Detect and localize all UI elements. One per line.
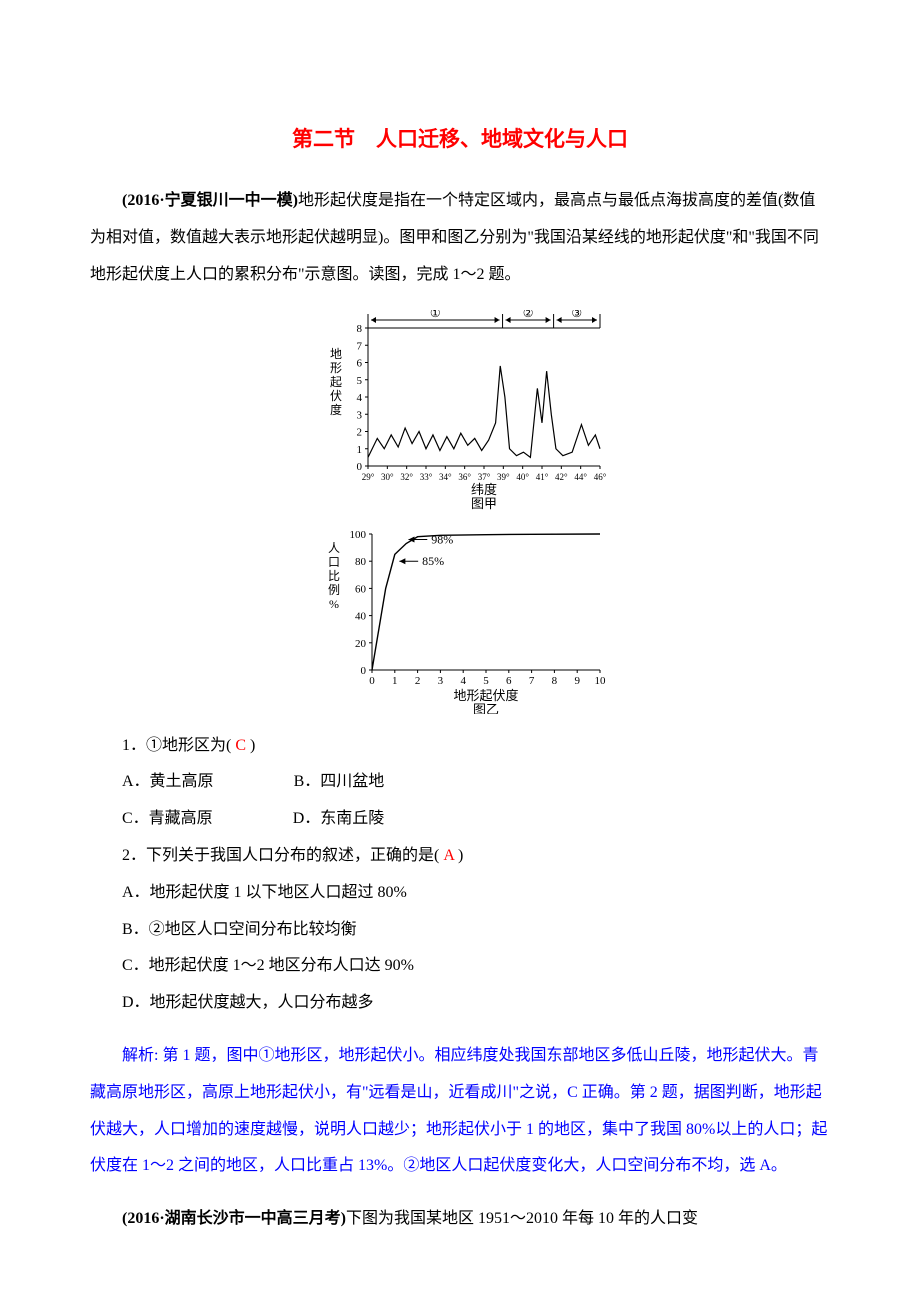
chart-jia-svg: 01234567829°30°32°33°34°36°37°39°40°41°4… — [310, 310, 610, 510]
svg-text:34°: 34° — [439, 472, 452, 482]
svg-text:人: 人 — [328, 541, 340, 555]
intro-source: (2016·宁夏银川一中一模) — [122, 192, 298, 209]
svg-text:42°: 42° — [555, 472, 568, 482]
svg-text:1: 1 — [392, 675, 398, 687]
q2-stem-post: ) — [454, 847, 463, 864]
svg-text:98%: 98% — [431, 532, 453, 546]
chart-yi-svg: 0 20 40 60 80 100 0 1 2 3 4 5 6 7 8 9 10 98% 85% 人口比例% 地形起伏度… — [310, 524, 610, 714]
q1-answer: C — [235, 737, 246, 754]
svg-text:起: 起 — [330, 375, 342, 389]
q2-optD: D．地形起伏度越大，人口分布越多 — [122, 985, 830, 1022]
svg-text:地形起伏度: 地形起伏度 — [453, 688, 518, 703]
q1-optC: C．青藏高原 — [122, 810, 213, 827]
q2-optB: B．②地区人口空间分布比较均衡 — [122, 912, 830, 949]
svg-text:图甲: 图甲 — [471, 496, 497, 510]
svg-text:形: 形 — [330, 361, 342, 375]
svg-text:图乙: 图乙 — [473, 702, 499, 714]
svg-text:36°: 36° — [458, 472, 471, 482]
svg-text:6: 6 — [506, 675, 512, 687]
q2-answer: A — [443, 847, 454, 864]
q1-opts-row1: A．黄土高原 B．四川盆地 — [122, 764, 830, 801]
svg-text:1: 1 — [357, 443, 363, 455]
svg-text:80: 80 — [355, 556, 367, 568]
q1-optA: A．黄土高原 — [122, 773, 214, 790]
svg-text:伏: 伏 — [330, 389, 342, 403]
svg-text:%: % — [329, 597, 339, 611]
svg-text:39°: 39° — [497, 472, 510, 482]
svg-text:29°: 29° — [362, 472, 375, 482]
q1-stem: 1．①地形区为( C ) — [122, 728, 830, 765]
figure-yi: 0 20 40 60 80 100 0 1 2 3 4 5 6 7 8 9 10 98% 85% 人口比例% 地形起伏度… — [90, 524, 830, 714]
svg-text:30°: 30° — [381, 472, 394, 482]
svg-text:7: 7 — [357, 340, 363, 352]
svg-text:3: 3 — [438, 675, 444, 687]
svg-text:6: 6 — [357, 357, 363, 369]
svg-text:85%: 85% — [422, 554, 444, 568]
svg-text:10: 10 — [595, 675, 607, 687]
svg-text:8: 8 — [357, 323, 363, 335]
intro-paragraph: (2016·宁夏银川一中一模)地形起伏度是指在一个特定区域内，最高点与最低点海拔… — [90, 183, 830, 293]
page: 第二节 人口迁移、地域文化与人口 (2016·宁夏银川一中一模)地形起伏度是指在… — [0, 0, 920, 1314]
svg-text:46°: 46° — [594, 472, 607, 482]
explain-label: 解析: — [122, 1047, 158, 1064]
q2-optA: A．地形起伏度 1 以下地区人口超过 80% — [122, 875, 830, 912]
explain-body: 第 1 题，图中①地形区，地形起伏小。相应纬度处我国东部地区多低山丘陵，地形起伏… — [90, 1047, 827, 1174]
svg-text:2: 2 — [415, 675, 421, 687]
figure-jia: 01234567829°30°32°33°34°36°37°39°40°41°4… — [90, 310, 830, 510]
tail-body: 下图为我国某地区 1951～2010 年每 10 年的人口变 — [346, 1210, 698, 1227]
tail-source: (2016·湖南长沙市一中高三月考) — [122, 1210, 346, 1227]
svg-text:20: 20 — [355, 637, 367, 649]
svg-text:③: ③ — [571, 310, 582, 320]
svg-text:8: 8 — [552, 675, 558, 687]
svg-text:60: 60 — [355, 583, 367, 595]
svg-text:4: 4 — [460, 675, 466, 687]
svg-text:0: 0 — [369, 675, 375, 687]
svg-text:33°: 33° — [420, 472, 433, 482]
svg-text:度: 度 — [330, 402, 342, 417]
svg-text:7: 7 — [529, 675, 535, 687]
svg-text:37°: 37° — [478, 472, 491, 482]
q1-stem-pre: 1．①地形区为( — [122, 737, 235, 754]
svg-text:41°: 41° — [536, 472, 549, 482]
svg-text:9: 9 — [574, 675, 580, 687]
svg-text:5: 5 — [483, 675, 489, 687]
q1-opts-row2: C．青藏高原 D．东南丘陵 — [122, 801, 830, 838]
svg-text:40: 40 — [355, 610, 367, 622]
explanation: 解析: 第 1 题，图中①地形区，地形起伏小。相应纬度处我国东部地区多低山丘陵，… — [90, 1038, 830, 1185]
svg-text:44°: 44° — [574, 472, 587, 482]
q1-stem-post: ) — [246, 737, 255, 754]
svg-text:地: 地 — [330, 347, 342, 361]
svg-text:4: 4 — [357, 392, 363, 404]
svg-text:口: 口 — [328, 555, 340, 569]
svg-text:①: ① — [430, 310, 441, 320]
page-title: 第二节 人口迁移、地域文化与人口 — [90, 115, 830, 163]
q2-optC: C．地形起伏度 1～2 地区分布人口达 90% — [122, 948, 830, 985]
svg-text:②: ② — [523, 310, 534, 320]
tail-paragraph: (2016·湖南长沙市一中高三月考)下图为我国某地区 1951～2010 年每 … — [90, 1201, 830, 1238]
svg-text:例: 例 — [328, 583, 340, 597]
svg-text:2: 2 — [357, 426, 363, 438]
q2-stem-pre: 2．下列关于我国人口分布的叙述，正确的是( — [122, 847, 443, 864]
svg-text:3: 3 — [357, 409, 363, 421]
svg-text:40°: 40° — [516, 472, 529, 482]
svg-text:100: 100 — [350, 529, 367, 541]
q1-optD: D．东南丘陵 — [293, 810, 385, 827]
svg-text:0: 0 — [361, 665, 367, 677]
q2-stem: 2．下列关于我国人口分布的叙述，正确的是( A ) — [122, 838, 830, 875]
q1-optB: B．四川盆地 — [294, 773, 385, 790]
svg-text:32°: 32° — [400, 472, 413, 482]
svg-text:比: 比 — [328, 569, 340, 583]
svg-text:5: 5 — [357, 374, 363, 386]
svg-text:纬度: 纬度 — [471, 482, 497, 497]
